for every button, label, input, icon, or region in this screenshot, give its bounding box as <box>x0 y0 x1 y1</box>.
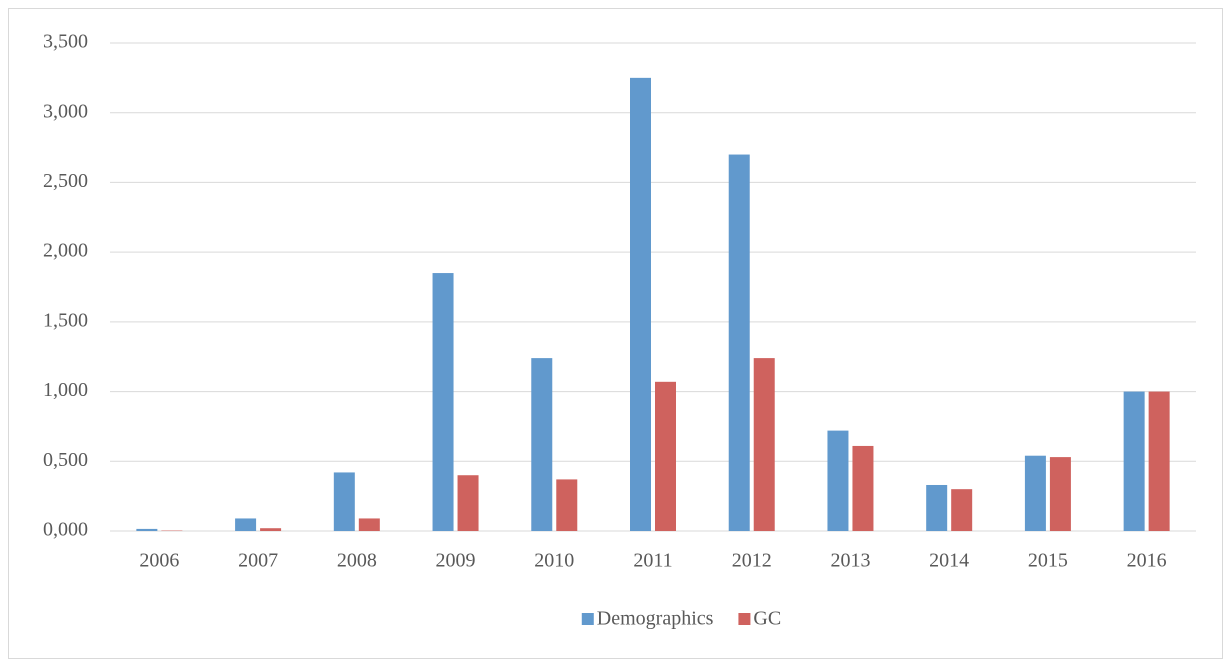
x-tick-label: 2011 <box>633 550 672 572</box>
bar <box>1049 457 1071 531</box>
legend-swatch <box>581 613 594 625</box>
bar <box>432 273 454 531</box>
y-tick-label: 0,500 <box>43 449 88 471</box>
x-tick-label: 2006 <box>139 550 179 572</box>
bar <box>136 528 158 531</box>
bar <box>655 381 676 531</box>
bar <box>753 358 775 531</box>
x-tick-label: 2016 <box>1127 550 1167 572</box>
bar <box>1148 391 1170 531</box>
legend-label: Demographics <box>597 608 714 630</box>
bar <box>926 484 948 531</box>
bar <box>1024 455 1046 531</box>
bar <box>260 528 282 531</box>
x-tick-label: 2015 <box>1028 550 1068 572</box>
y-tick-label: 0,000 <box>43 519 88 541</box>
y-tick-label: 1,500 <box>43 309 88 331</box>
x-tick-label: 2007 <box>238 550 278 572</box>
bar <box>457 475 479 531</box>
x-tick-label: 2010 <box>534 550 574 572</box>
y-tick-label: 3,500 <box>43 31 88 53</box>
bar <box>235 518 257 531</box>
legend-label: GC <box>753 608 781 630</box>
x-tick-label: 2009 <box>436 550 476 572</box>
bar <box>1123 391 1145 531</box>
bar <box>951 489 973 531</box>
x-tick-label: 2012 <box>732 550 772 572</box>
legend-swatch <box>738 613 751 625</box>
x-tick-label: 2014 <box>929 550 969 572</box>
bar <box>556 479 578 531</box>
bar <box>358 518 380 531</box>
bar <box>531 358 553 531</box>
y-tick-label: 2,500 <box>43 170 88 192</box>
bar <box>827 430 849 531</box>
chart-frame <box>8 8 1223 659</box>
y-tick-label: 1,000 <box>43 379 88 401</box>
y-tick-label: 2,000 <box>43 240 88 262</box>
bar <box>728 154 750 532</box>
bar <box>630 77 651 531</box>
x-tick-label: 2013 <box>830 550 870 572</box>
bar <box>333 472 355 531</box>
bar <box>852 445 874 531</box>
x-tick-label: 2008 <box>337 550 377 572</box>
y-tick-label: 3,000 <box>43 100 88 122</box>
